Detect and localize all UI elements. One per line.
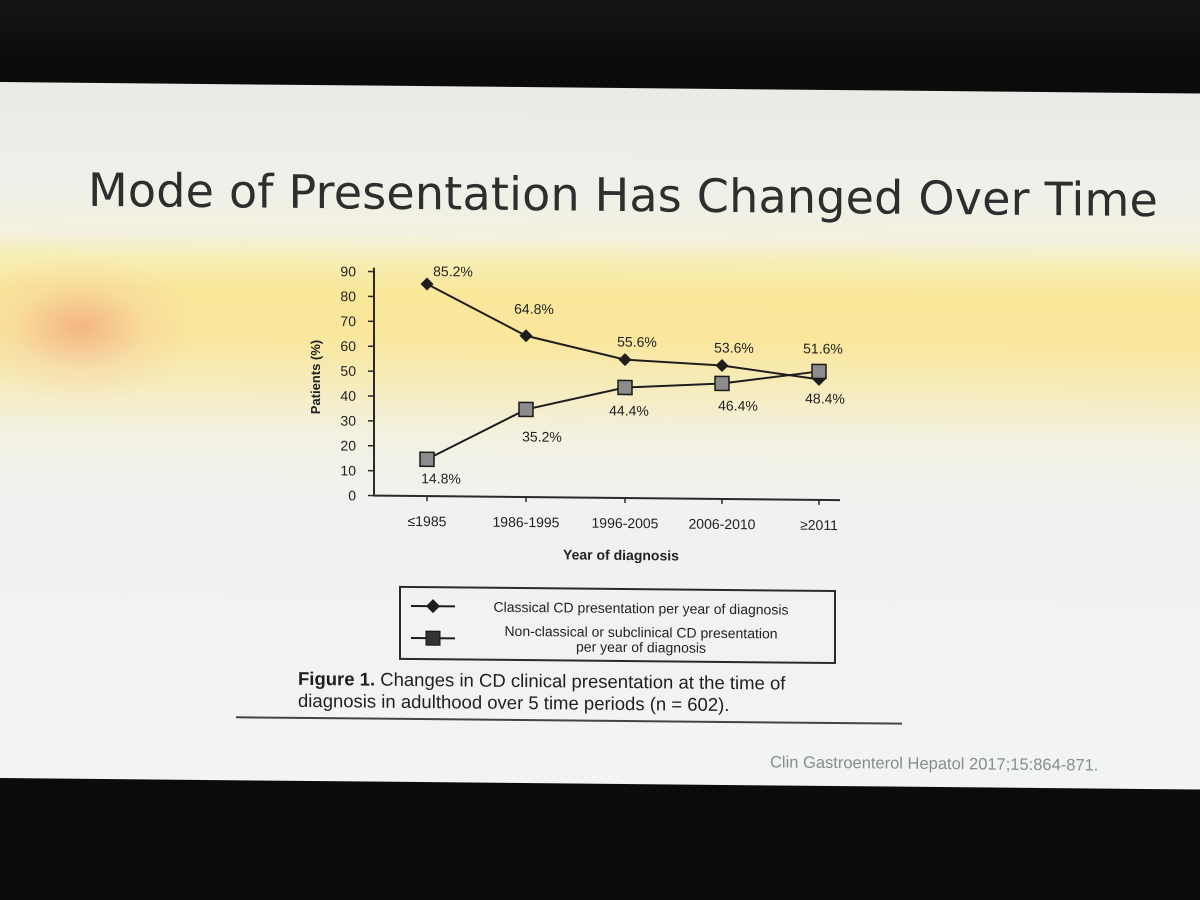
y-tick-label: 20 <box>340 437 356 453</box>
y-tick-label: 60 <box>340 338 356 354</box>
y-tick-label: 40 <box>340 388 356 404</box>
square-marker-icon <box>411 630 455 646</box>
caption-text-1: Changes in CD clinical presentation at t… <box>375 668 786 694</box>
legend-entry-nonclassical: Non-classical or subclinical CD presenta… <box>401 622 834 656</box>
x-tick-label: 1986-1995 <box>493 514 560 531</box>
legend-entry-classical: Classical CD presentation per year of di… <box>401 596 834 618</box>
classical-series-line <box>426 283 820 381</box>
caption-figure-label: Figure 1. <box>298 667 376 690</box>
classical-data-label: 85.2% <box>433 263 473 279</box>
y-tick-label: 70 <box>340 313 356 329</box>
x-tick-label: 1996-2005 <box>592 515 659 532</box>
x-axis-line <box>374 494 840 502</box>
y-tick-label: 30 <box>340 413 356 429</box>
classical-point <box>715 359 729 373</box>
nonclassical-data-label: 44.4% <box>609 402 649 418</box>
y-tick-label: 90 <box>340 263 356 279</box>
y-tick-label: 50 <box>340 363 356 379</box>
line-chart: 0 10 20 30 40 50 60 70 80 90 ≤1985 1986-1995 1996-20… <box>308 263 845 563</box>
x-tick-label: ≥2011 <box>800 517 838 533</box>
y-axis-title: Patients (%) <box>308 340 323 415</box>
classical-data-label: 53.6% <box>714 339 754 355</box>
classical-data-label: 64.8% <box>514 301 554 317</box>
diamond-marker-icon <box>411 599 455 614</box>
classical-point <box>519 329 533 343</box>
y-tick-label: 0 <box>348 487 356 503</box>
classical-data-label: 55.6% <box>617 334 657 350</box>
figure-caption: Figure 1. Changes in CD clinical present… <box>298 668 898 718</box>
x-axis-title: Year of diagnosis <box>563 546 679 563</box>
nonclassical-data-label: 14.8% <box>421 470 461 486</box>
nonclassical-data-label: 35.2% <box>522 428 562 444</box>
y-tick-label: 10 <box>340 462 356 478</box>
presentation-slide: Mode of Presentation Has Changed Over Ti… <box>0 82 1200 790</box>
y-tick-label: 80 <box>340 288 356 304</box>
nonclassical-point <box>518 401 534 418</box>
x-tick-label: ≤1985 <box>408 513 447 529</box>
classical-point <box>618 353 632 367</box>
nonclassical-point <box>617 379 633 396</box>
x-tick-label: 2006-2010 <box>689 516 756 533</box>
nonclassical-data-label: 46.4% <box>718 397 758 413</box>
nonclassical-point <box>714 375 730 392</box>
classical-point <box>420 277 434 291</box>
legend-label-classical: Classical CD presentation per year of di… <box>493 598 789 618</box>
room-background <box>0 0 1200 60</box>
chart-legend: Classical CD presentation per year of di… <box>399 585 836 665</box>
legend-label-nonclassical-line2: per year of diagnosis <box>576 638 706 656</box>
classical-data-label: 48.4% <box>805 390 845 406</box>
nonclassical-point <box>811 363 827 380</box>
nonclassical-point <box>419 451 435 468</box>
nonclassical-data-label: 51.6% <box>803 340 843 356</box>
